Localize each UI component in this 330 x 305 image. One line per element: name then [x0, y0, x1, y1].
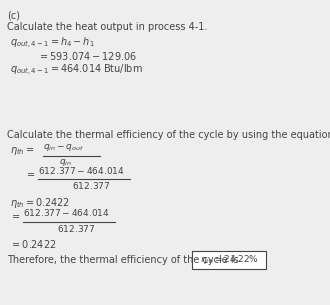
Text: Calculate the thermal efficiency of the cycle by using the equation.: Calculate the thermal efficiency of the … [7, 130, 330, 140]
Text: $q_{in}-q_{out}$: $q_{in}-q_{out}$ [43, 142, 84, 153]
Text: $=$: $=$ [10, 210, 21, 220]
Text: $\eta_{th}=$: $\eta_{th}=$ [10, 145, 35, 157]
Text: $612.377$: $612.377$ [57, 223, 95, 234]
Text: $612.377-464.014$: $612.377-464.014$ [23, 207, 110, 218]
FancyBboxPatch shape [192, 251, 266, 269]
Text: Therefore, the thermal efficiency of the cycle is: Therefore, the thermal efficiency of the… [7, 255, 239, 265]
Text: $=0.2422$: $=0.2422$ [10, 238, 57, 250]
Text: $612.377-464.014$: $612.377-464.014$ [38, 165, 125, 176]
Text: $\eta_{th}=24.22\%$: $\eta_{th}=24.22\%$ [200, 253, 258, 267]
Text: $q_{out,4-1}=h_4-h_1$: $q_{out,4-1}=h_4-h_1$ [10, 36, 95, 51]
Text: $q_{in}$: $q_{in}$ [59, 157, 72, 168]
Text: $\eta_{th}=0.2422$: $\eta_{th}=0.2422$ [10, 196, 70, 210]
Text: $q_{out,4-1}=464.014\;\mathrm{Btu/lbm}$: $q_{out,4-1}=464.014\;\mathrm{Btu/lbm}$ [10, 63, 143, 78]
Text: $=$: $=$ [25, 168, 36, 178]
Text: (c): (c) [7, 10, 20, 20]
Text: $=593.074-129.06$: $=593.074-129.06$ [38, 50, 137, 62]
Text: $612.377$: $612.377$ [72, 180, 110, 191]
Text: Calculate the heat output in process 4-1.: Calculate the heat output in process 4-1… [7, 22, 207, 32]
